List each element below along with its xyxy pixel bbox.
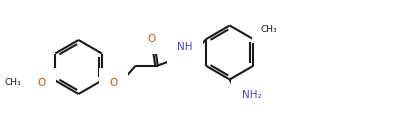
Text: O: O — [147, 34, 156, 44]
Text: NH: NH — [177, 42, 192, 53]
Text: O: O — [109, 79, 118, 88]
Text: O: O — [37, 79, 45, 88]
Text: CH₃: CH₃ — [260, 25, 277, 34]
Text: NH₂: NH₂ — [241, 90, 261, 100]
Text: CH₃: CH₃ — [4, 78, 21, 87]
